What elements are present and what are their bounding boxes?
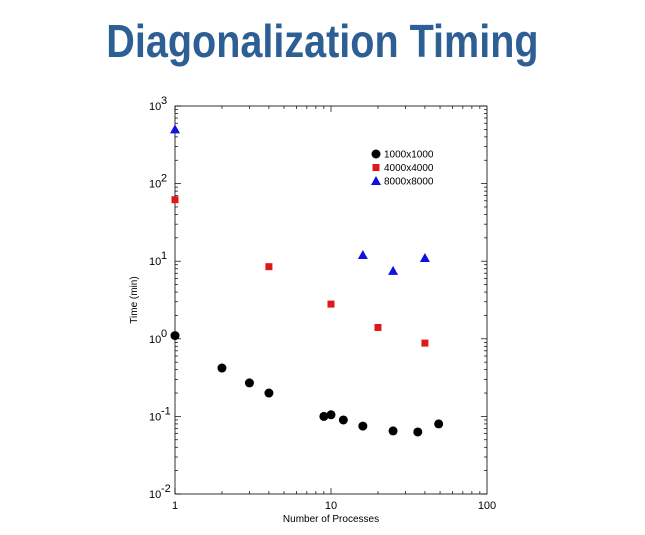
series-1000x1000 bbox=[170, 331, 444, 437]
y-tick-exponent: 1 bbox=[161, 250, 167, 262]
y-tick-base: 10 bbox=[149, 411, 161, 423]
y-tick-label: 10 -2 bbox=[149, 483, 171, 501]
series-8000x8000 bbox=[170, 124, 430, 275]
data-points bbox=[170, 124, 444, 437]
legend-label: 4000x4000 bbox=[384, 163, 434, 174]
y-tick-exponent: 0 bbox=[161, 328, 167, 340]
data-point bbox=[170, 331, 180, 341]
legend-entry: 4000x4000 bbox=[372, 163, 434, 174]
legend-entry: 1000x1000 bbox=[371, 149, 434, 161]
data-point bbox=[265, 263, 273, 271]
data-point bbox=[388, 426, 398, 436]
data-point bbox=[358, 421, 368, 431]
y-tick-base: 10 bbox=[149, 489, 161, 501]
x-tick-label: 10 bbox=[325, 500, 337, 512]
legend-entry: 8000x8000 bbox=[371, 176, 434, 188]
data-point bbox=[338, 415, 348, 425]
data-point bbox=[244, 378, 254, 388]
x-axis-label: Number of Processes bbox=[283, 514, 379, 525]
y-tick-label: 10 3 bbox=[149, 95, 167, 113]
data-point bbox=[434, 419, 444, 429]
axis-ticks bbox=[174, 105, 487, 495]
x-tick-label: 100 bbox=[478, 500, 496, 512]
data-point bbox=[357, 250, 368, 260]
data-point bbox=[374, 323, 382, 331]
y-tick-base: 10 bbox=[149, 334, 161, 346]
y-tick-label: 10 1 bbox=[149, 250, 167, 268]
legend-label: 1000x1000 bbox=[384, 150, 434, 161]
data-point bbox=[413, 427, 423, 437]
y-tick-exponent: -1 bbox=[161, 405, 171, 417]
y-tick-base: 10 bbox=[149, 256, 161, 268]
data-point bbox=[217, 363, 227, 373]
y-tick-exponent: 2 bbox=[161, 173, 167, 185]
data-point bbox=[264, 388, 274, 398]
y-tick-label: 10 2 bbox=[149, 173, 167, 191]
legend-marker bbox=[371, 149, 381, 159]
y-tick-exponent: -2 bbox=[161, 483, 171, 495]
legend-marker bbox=[371, 176, 381, 185]
data-point bbox=[326, 410, 336, 420]
y-tick-exponent: 3 bbox=[161, 95, 167, 107]
y-tick-label: 10 -1 bbox=[149, 405, 171, 423]
slide-title: Diagonalization Timing bbox=[106, 15, 539, 67]
data-point bbox=[421, 339, 429, 347]
y-tick-label: 10 0 bbox=[149, 328, 167, 346]
data-point bbox=[171, 196, 179, 204]
data-point bbox=[170, 124, 180, 134]
plot-frame bbox=[174, 105, 488, 495]
y-tick-base: 10 bbox=[149, 101, 161, 113]
x-tick-label: 1 bbox=[172, 500, 178, 512]
data-point bbox=[419, 252, 430, 262]
legend-label: 8000x8000 bbox=[384, 177, 434, 188]
legend-marker bbox=[372, 164, 380, 171]
legend: 1000x1000 4000x4000 8000x8000 bbox=[371, 149, 434, 188]
series-4000x4000 bbox=[171, 196, 429, 347]
data-point bbox=[319, 411, 329, 421]
data-point bbox=[388, 265, 399, 275]
y-tick-base: 10 bbox=[149, 179, 161, 191]
y-axis-label: Time (min) bbox=[129, 276, 140, 323]
data-point bbox=[327, 300, 335, 308]
